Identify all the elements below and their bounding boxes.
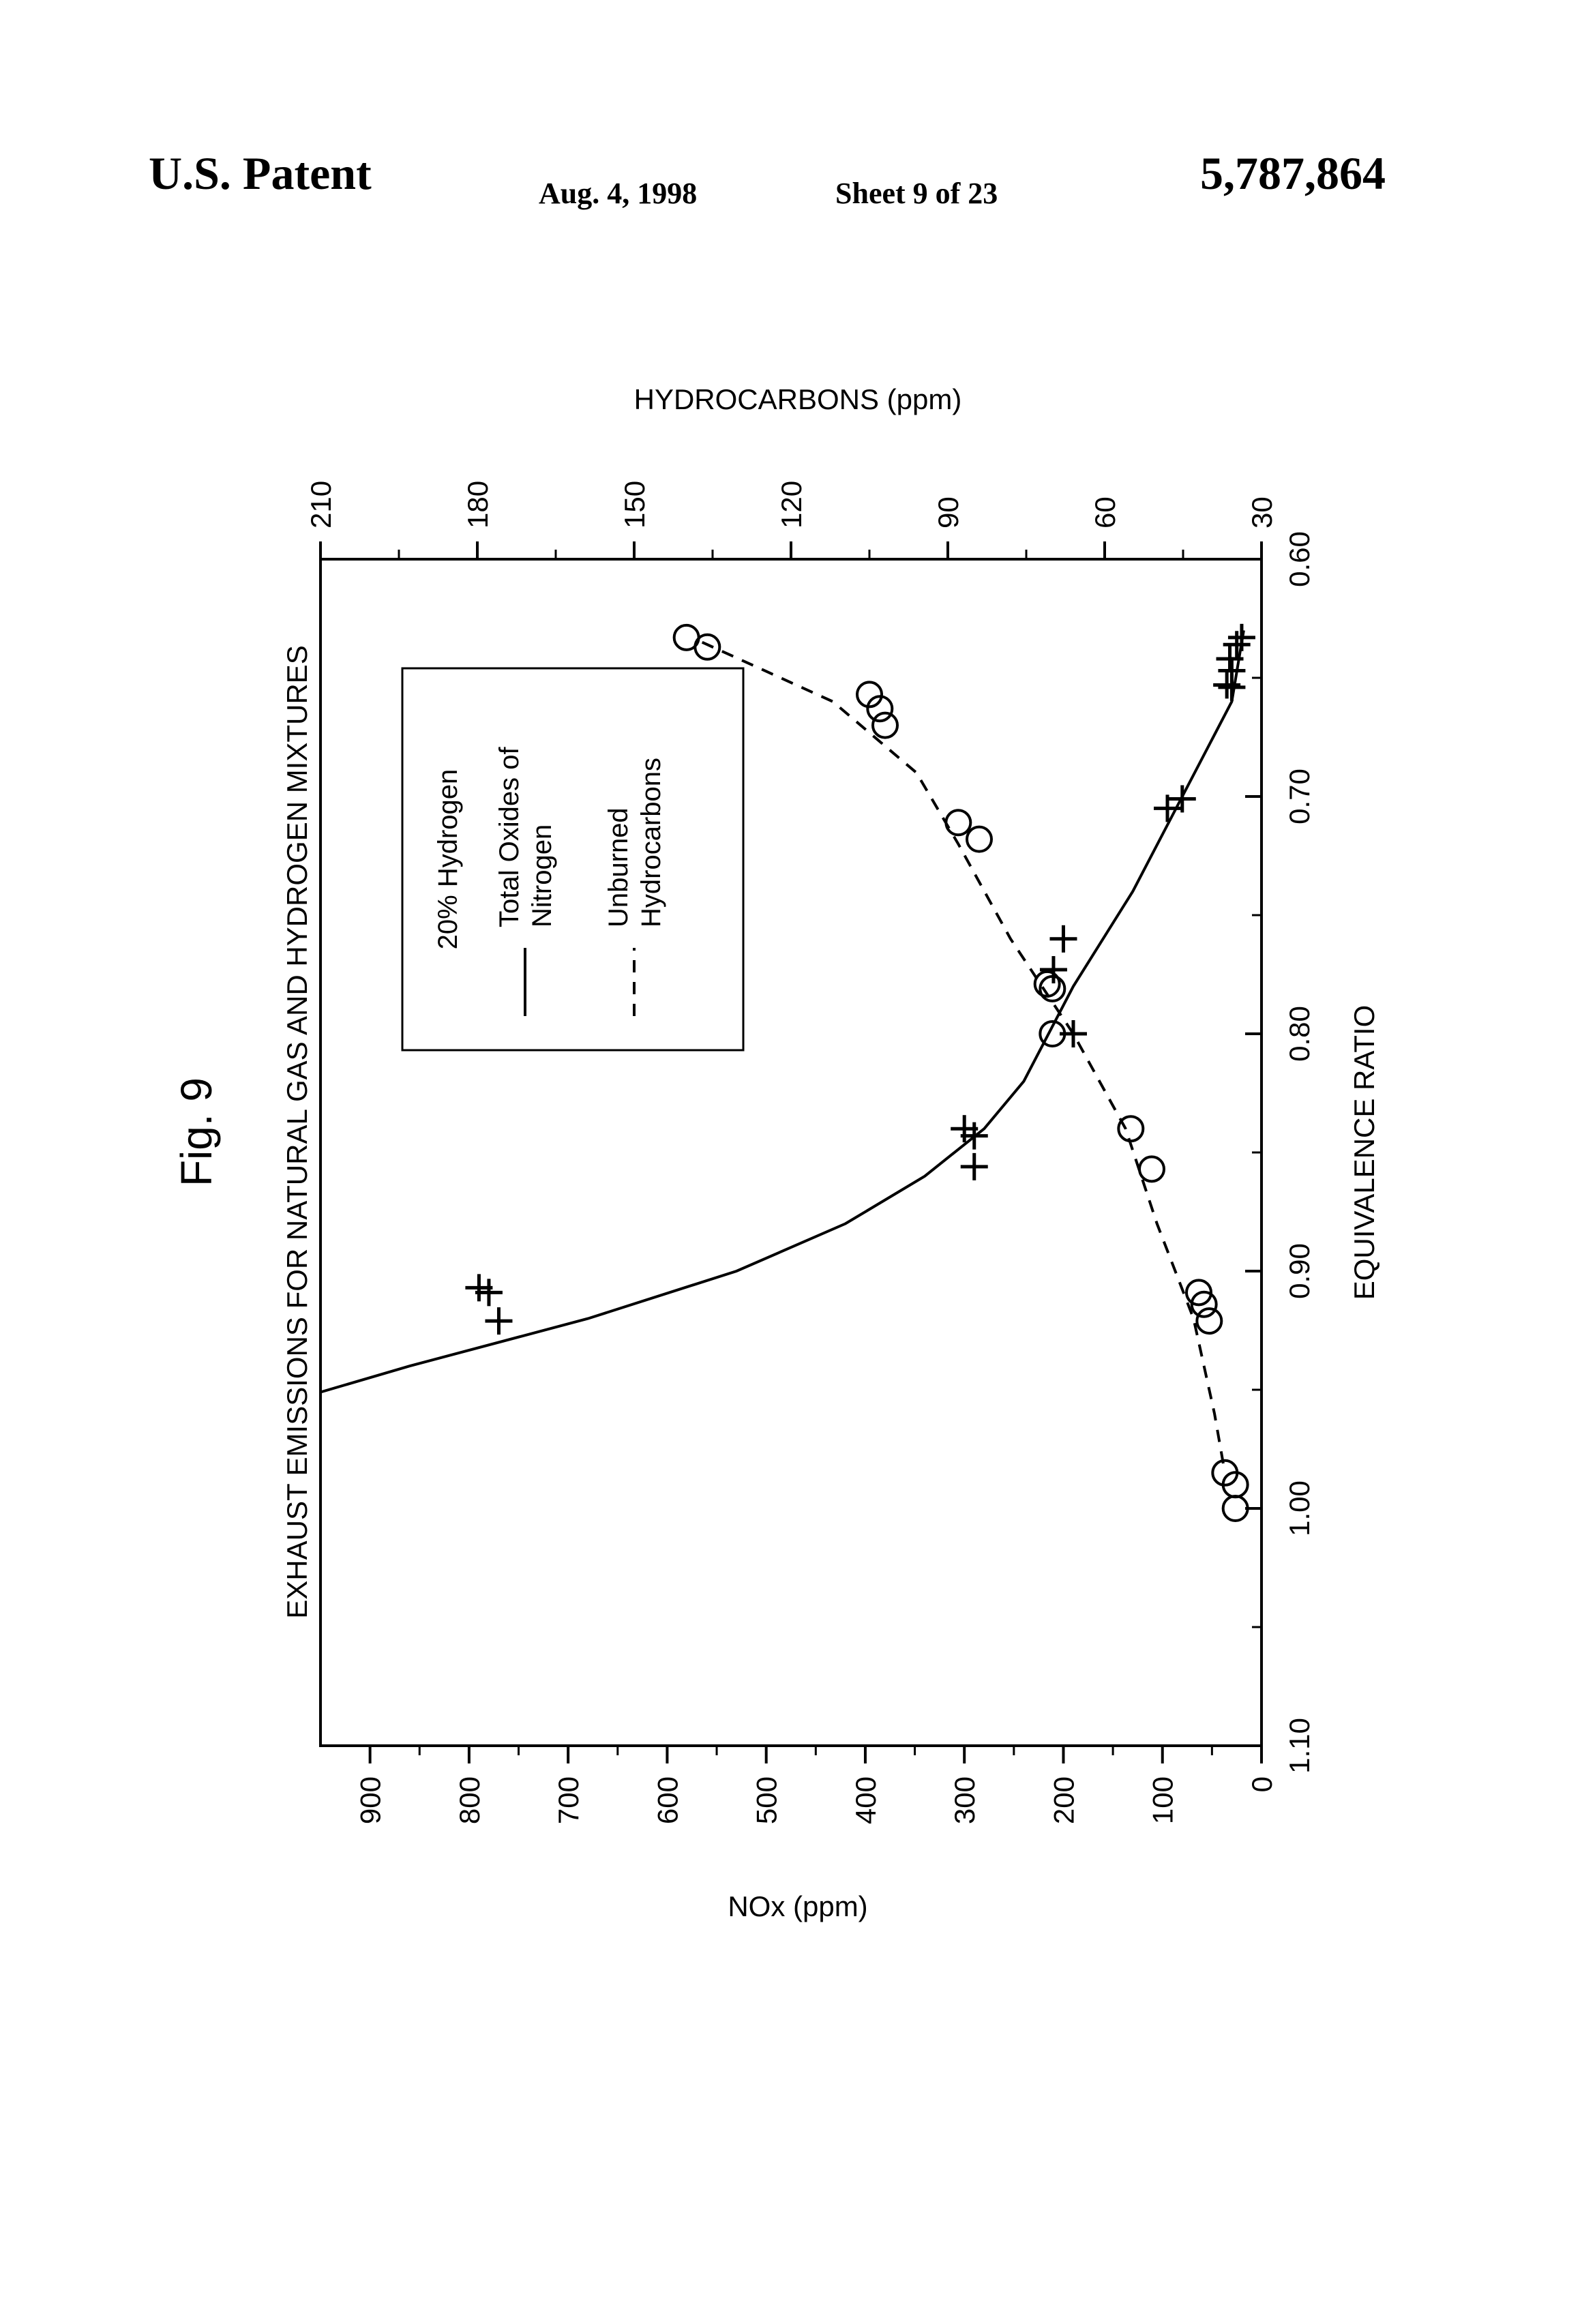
left-tick-label: 700 [552, 1776, 584, 1824]
nox-point [1228, 624, 1255, 651]
x-tick-label: 1.10 [1283, 1718, 1315, 1774]
hydrocarbon-fit-curve [702, 642, 1225, 1473]
x-tick-label: 0.70 [1283, 769, 1315, 824]
left-tick-label: 800 [453, 1776, 486, 1824]
rotated-chart-group: Fig. 9 EXHAUST EMISSIONS FOR NATURAL GAS… [172, 383, 1380, 1922]
hydrocarbon-point [1197, 1309, 1221, 1333]
left-tick-label: 900 [355, 1776, 387, 1824]
right-tick-label: 180 [462, 481, 494, 528]
hydrocarbon-point [946, 810, 970, 835]
left-tick-label: 100 [1147, 1776, 1179, 1824]
hydrocarbon-point [1223, 1496, 1248, 1521]
nox-point [1218, 674, 1245, 701]
hydrocarbon-point [1118, 1116, 1143, 1141]
left-axis-label: NOx (ppm) [728, 1890, 867, 1922]
nox-point [1223, 631, 1251, 658]
legend-hc-line2: Hydrocarbons [636, 758, 666, 927]
legend-nox-line1: Total Oxides of [494, 747, 524, 927]
x-tick-label: 0.60 [1283, 531, 1315, 587]
legend: 20% Hydrogen Total Oxides of Nitrogen Un… [402, 668, 743, 1050]
right-axis-label: HYDROCARBONS (ppm) [634, 383, 962, 415]
right-tick-label: 90 [932, 496, 964, 528]
legend-title: 20% Hydrogen [433, 769, 463, 950]
hydrocarbon-point [873, 713, 897, 738]
legend-nox-line2: Nitrogen [527, 824, 557, 927]
right-tick-label: 210 [305, 481, 337, 528]
x-tick-label: 0.80 [1283, 1006, 1315, 1062]
left-tick-label: 400 [850, 1776, 882, 1824]
left-tick-label: 0 [1246, 1776, 1278, 1792]
left-tick-label: 200 [1047, 1776, 1079, 1824]
right-tick-label: 120 [775, 481, 807, 528]
nox-point [485, 1307, 512, 1335]
right-tick-label: 60 [1089, 496, 1121, 528]
right-tick-label: 150 [618, 481, 651, 528]
hydrocarbon-point [1139, 1157, 1164, 1181]
nox-point [961, 1153, 988, 1180]
hydrocarbon-point [967, 827, 991, 852]
hydrocarbon-point [695, 635, 719, 659]
left-tick-label: 500 [751, 1776, 783, 1824]
right-tick-label: 30 [1246, 496, 1278, 528]
nox-point [1049, 925, 1077, 953]
left-tick-label: 300 [949, 1776, 981, 1824]
x-axis-label: EQUIVALENCE RATIO [1348, 1005, 1380, 1300]
chart-title: EXHAUST EMISSIONS FOR NATURAL GAS AND HY… [281, 645, 313, 1618]
left-tick-label: 600 [651, 1776, 683, 1824]
x-tick-label: 0.90 [1283, 1243, 1315, 1299]
figure-label: Fig. 9 [172, 1077, 221, 1187]
legend-hc-line1: Unburned [603, 807, 633, 927]
x-tick-label: 1.00 [1283, 1480, 1315, 1536]
